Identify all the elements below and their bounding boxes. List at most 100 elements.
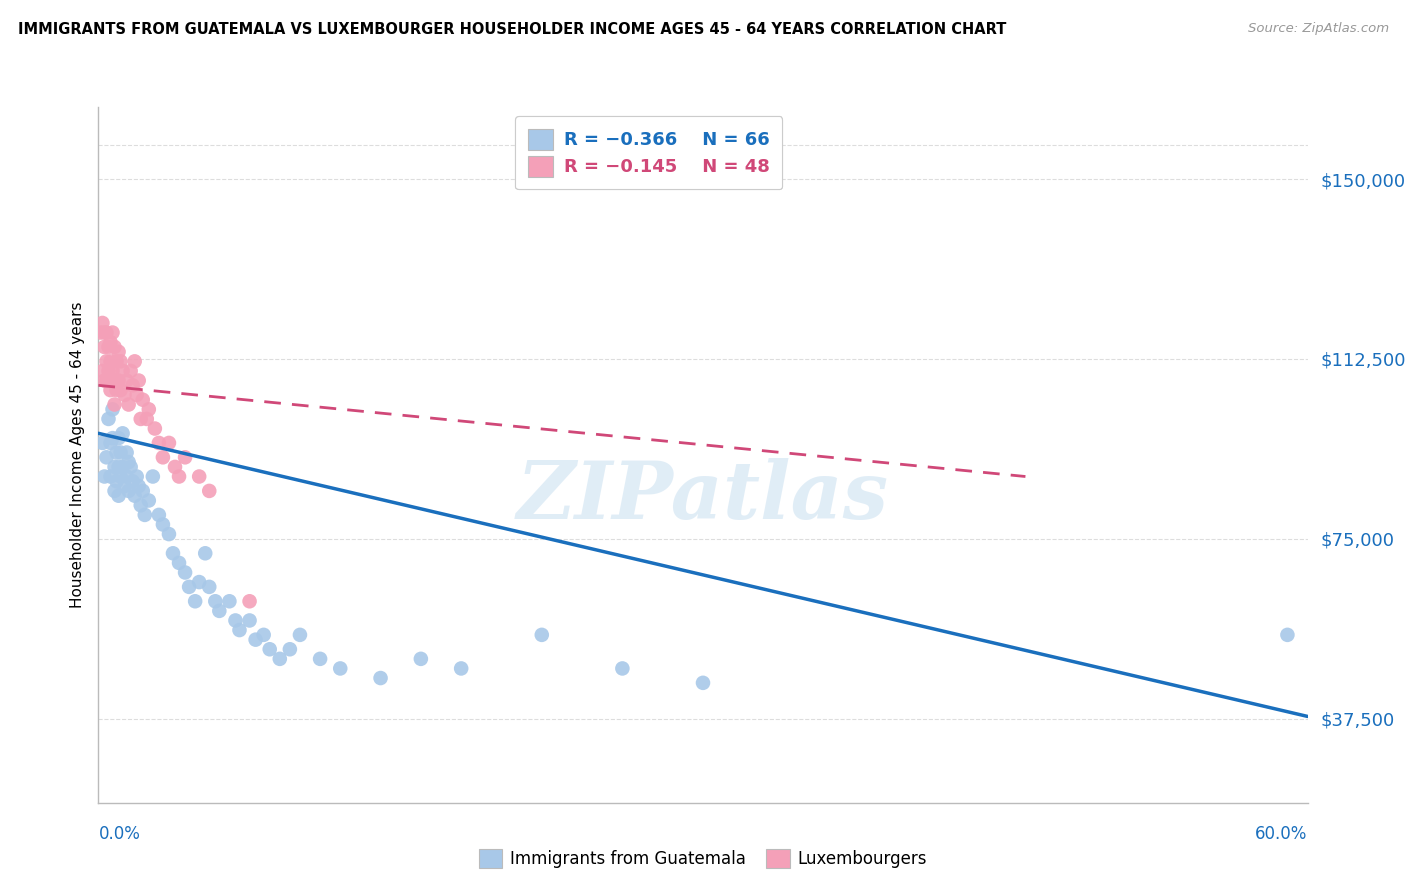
Point [96,374,118,388]
Point [118,455,141,469]
Point [124,354,146,368]
Point [103,398,125,412]
Point [128,479,150,493]
Point [218,594,240,608]
Point [110,445,132,459]
Point [97,364,120,378]
Point [450,661,472,675]
Point [329,661,352,675]
Legend: Immigrants from Guatemala, Luxembourgers: Immigrants from Guatemala, Luxembourgers [472,842,934,875]
Point [128,374,150,388]
Text: Source: ZipAtlas.com: Source: ZipAtlas.com [1249,22,1389,36]
Point [125,388,148,402]
Point [120,364,142,378]
Point [409,652,432,666]
Point [111,459,134,474]
Point [239,614,262,628]
Point [167,469,190,483]
Point [121,378,143,392]
Point [177,580,201,594]
Point [110,354,132,368]
Point [91,316,114,330]
Text: IMMIGRANTS FROM GUATEMALA VS LUXEMBOURGER HOUSEHOLDER INCOME AGES 45 - 64 YEARS : IMMIGRANTS FROM GUATEMALA VS LUXEMBOURGE… [18,22,1007,37]
Point [107,374,129,388]
Point [107,431,129,445]
Point [370,671,392,685]
Point [101,326,124,340]
Point [100,354,122,368]
Point [125,469,148,483]
Point [148,436,170,450]
Point [101,364,124,378]
Point [162,546,184,560]
Point [107,459,129,474]
Point [105,383,128,397]
Text: ZIPatlas: ZIPatlas [517,458,889,535]
Point [143,421,166,435]
Point [103,340,125,354]
Point [101,402,124,417]
Point [118,398,141,412]
Point [612,661,634,675]
Point [115,374,138,388]
Point [93,374,115,388]
Point [194,546,217,560]
Point [138,402,160,417]
Point [110,383,132,397]
Point [103,483,125,498]
Point [152,450,174,465]
Text: 0.0%: 0.0% [98,825,141,843]
Point [91,436,114,450]
Legend: R = −0.366    N = 66, R = −0.145    N = 48: R = −0.366 N = 66, R = −0.145 N = 48 [515,116,782,189]
Point [96,326,118,340]
Point [115,469,138,483]
Point [129,498,152,512]
Point [157,527,180,541]
Point [228,623,250,637]
Point [157,436,180,450]
Point [167,556,190,570]
Point [107,344,129,359]
Point [105,475,128,489]
Point [152,517,174,532]
Point [100,469,122,483]
Point [93,469,115,483]
Point [184,594,207,608]
Point [132,392,155,407]
Point [309,652,332,666]
Point [239,594,262,608]
Point [101,431,124,445]
Point [111,364,134,378]
Point [224,614,246,628]
Point [91,364,114,378]
Point [96,354,118,368]
Point [97,412,120,426]
Point [124,489,146,503]
Point [110,469,132,483]
Point [114,388,136,402]
Point [188,469,211,483]
Point [100,436,122,450]
Point [100,335,122,350]
Point [100,383,122,397]
Point [530,628,553,642]
Point [188,575,211,590]
Point [278,642,301,657]
Point [129,412,152,426]
Point [96,450,118,465]
Point [174,566,197,580]
Point [103,459,125,474]
Point [269,652,291,666]
Point [163,459,186,474]
Point [253,628,276,642]
Point [198,483,221,498]
Point [1277,628,1299,642]
Point [111,426,134,441]
Point [138,493,160,508]
Point [118,483,141,498]
Point [93,340,115,354]
Point [115,445,138,459]
Point [97,340,120,354]
Point [103,374,125,388]
Point [93,326,115,340]
